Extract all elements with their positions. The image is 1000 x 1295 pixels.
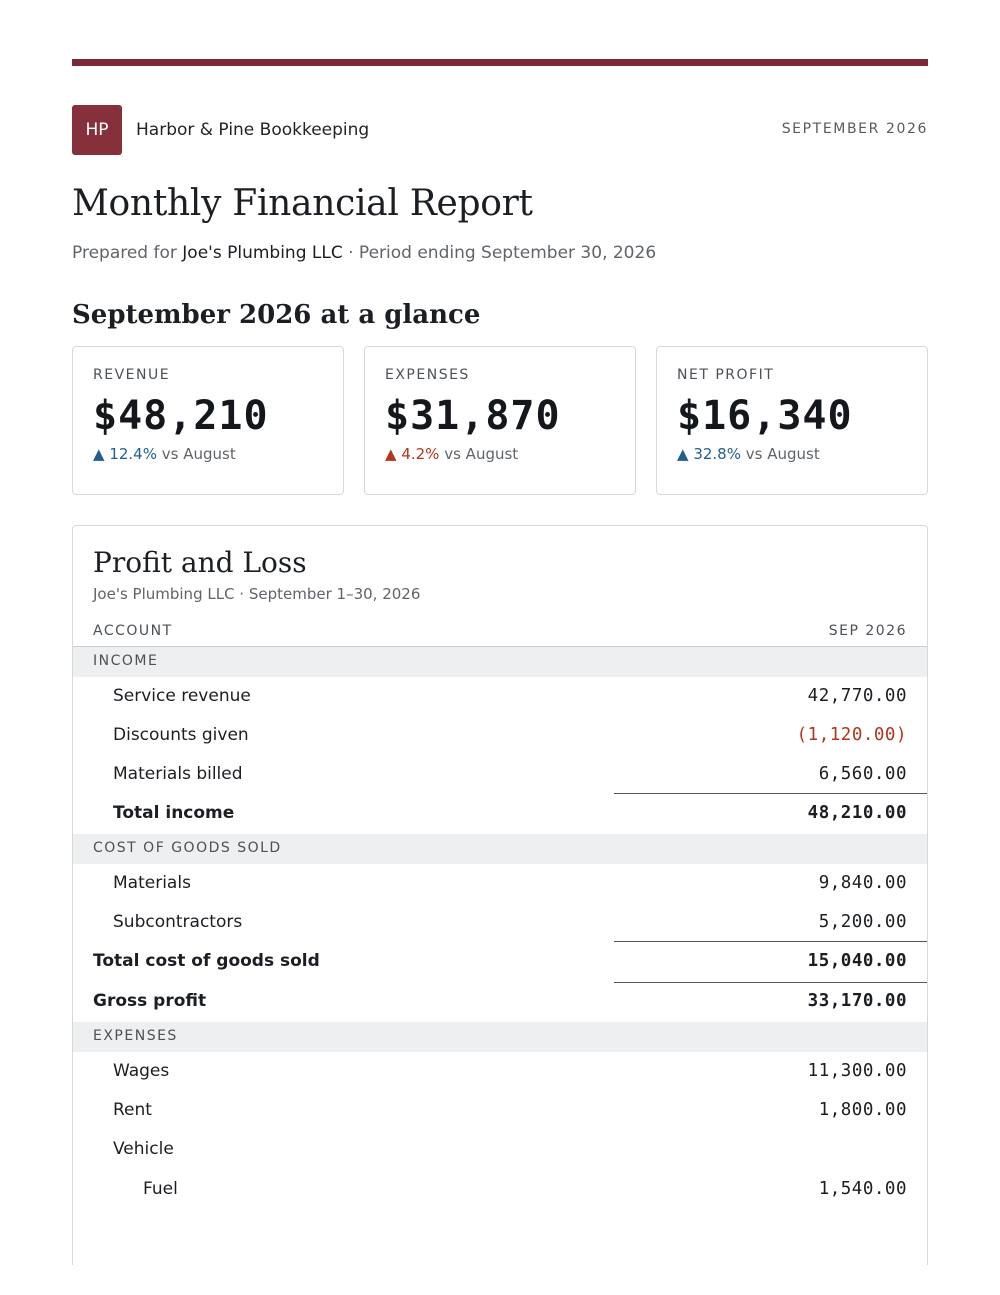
brand-header: HP Harbor & Pine Bookkeeping bbox=[72, 105, 369, 155]
account-label: Service revenue bbox=[113, 686, 251, 706]
gross-profit-label: Gross profit bbox=[93, 991, 207, 1011]
kpi-change-percent: 12.4% bbox=[109, 445, 157, 463]
table-row: Discounts given (1,120.00) bbox=[73, 716, 927, 755]
table-row: Subcontractors 5,200.00 bbox=[73, 903, 927, 942]
firm-logo: HP bbox=[72, 105, 122, 155]
account-label: Discounts given bbox=[113, 725, 249, 745]
section-label: INCOME bbox=[93, 653, 159, 669]
account-amount: 5,200.00 bbox=[818, 912, 907, 932]
account-label: Fuel bbox=[143, 1179, 178, 1199]
pl-title: Profit and Loss bbox=[93, 546, 307, 579]
pl-subtitle: Joe's Plumbing LLC · September 1–30, 202… bbox=[93, 585, 421, 603]
kpi-value: $48,210 bbox=[93, 393, 269, 439]
profit-and-loss-panel: Profit and Loss Joe's Plumbing LLC · Sep… bbox=[72, 525, 928, 1265]
section-row-cogs: COST OF GOODS SOLD bbox=[73, 834, 927, 864]
kpi-change-percent: 32.8% bbox=[693, 445, 741, 463]
subtotal-rule bbox=[614, 982, 927, 983]
kpi-change: ▲ 12.4% vs August bbox=[93, 445, 323, 463]
triangle-up-icon: ▲ bbox=[385, 445, 397, 463]
account-amount: 6,560.00 bbox=[818, 764, 907, 784]
account-amount: 9,840.00 bbox=[818, 873, 907, 893]
kpi-card-revenue: REVENUE $48,210 ▲ 12.4% vs August bbox=[72, 346, 344, 495]
kpi-card-expenses: EXPENSES $31,870 ▲ 4.2% vs August bbox=[364, 346, 636, 495]
account-amount: 1,800.00 bbox=[818, 1100, 907, 1120]
section-label: EXPENSES bbox=[93, 1028, 178, 1044]
kpi-change-percent: 4.2% bbox=[401, 445, 440, 463]
table-row: Materials 9,840.00 bbox=[73, 864, 927, 903]
kpi-label: NET PROFIT bbox=[677, 367, 775, 383]
kpi-change: ▲ 32.8% vs August bbox=[677, 445, 907, 463]
account-amount: (1,120.00) bbox=[796, 725, 907, 745]
kpi-cards: REVENUE $48,210 ▲ 12.4% vs August EXPENS… bbox=[72, 346, 928, 495]
subtitle-suffix: · Period ending September 30, 2026 bbox=[348, 243, 657, 263]
table-row: Rent 1,800.00 bbox=[73, 1091, 927, 1130]
gross-profit-row: Gross profit 33,170.00 bbox=[73, 982, 927, 1022]
top-accent-rule bbox=[72, 59, 928, 66]
kpi-compare: vs August bbox=[161, 445, 236, 463]
triangle-up-icon: ▲ bbox=[93, 445, 105, 463]
section-row-income: INCOME bbox=[73, 647, 927, 677]
total-label: Total income bbox=[113, 803, 235, 823]
total-amount: 48,210.00 bbox=[807, 803, 907, 823]
section-row-expenses: EXPENSES bbox=[73, 1022, 927, 1052]
pl-table-body: INCOME Service revenue 42,770.00 Discoun… bbox=[73, 647, 927, 1210]
page-title: Monthly Financial Report bbox=[72, 183, 533, 224]
client-name: Joe's Plumbing LLC bbox=[182, 243, 343, 263]
account-amount: 42,770.00 bbox=[807, 686, 907, 706]
total-amount: 15,040.00 bbox=[807, 951, 907, 971]
gross-profit-amount: 33,170.00 bbox=[807, 991, 907, 1011]
section-label: COST OF GOODS SOLD bbox=[93, 840, 282, 856]
table-row: Materials billed 6,560.00 bbox=[73, 755, 927, 794]
total-label: Total cost of goods sold bbox=[93, 951, 320, 971]
subtotal-rule bbox=[614, 793, 927, 794]
triangle-up-icon: ▲ bbox=[677, 445, 689, 463]
kpi-value: $31,870 bbox=[385, 393, 561, 439]
kpi-label: REVENUE bbox=[93, 367, 171, 383]
table-row: Service revenue 42,770.00 bbox=[73, 677, 927, 716]
kpi-card-net-profit: NET PROFIT $16,340 ▲ 32.8% vs August bbox=[656, 346, 928, 495]
firm-name: Harbor & Pine Bookkeeping bbox=[136, 120, 370, 140]
account-label: Rent bbox=[113, 1100, 152, 1120]
glance-heading: September 2026 at a glance bbox=[72, 300, 481, 330]
account-amount: 11,300.00 bbox=[807, 1061, 907, 1081]
kpi-change: ▲ 4.2% vs August bbox=[385, 445, 615, 463]
account-label: Subcontractors bbox=[113, 912, 243, 932]
account-label: Wages bbox=[113, 1061, 170, 1081]
kpi-compare: vs August bbox=[745, 445, 820, 463]
kpi-value: $16,340 bbox=[677, 393, 853, 439]
account-label: Materials bbox=[113, 873, 191, 893]
total-row-income: Total income 48,210.00 bbox=[73, 793, 927, 834]
account-label: Materials billed bbox=[113, 764, 243, 784]
pl-table-header: ACCOUNT SEP 2026 bbox=[73, 616, 927, 647]
column-header-account: ACCOUNT bbox=[93, 623, 173, 639]
column-header-period: SEP 2026 bbox=[828, 623, 907, 639]
kpi-compare: vs August bbox=[444, 445, 519, 463]
kpi-label: EXPENSES bbox=[385, 367, 470, 383]
table-row: Fuel 1,540.00 bbox=[73, 1169, 927, 1210]
table-row: Vehicle bbox=[73, 1130, 927, 1169]
table-row: Wages 11,300.00 bbox=[73, 1052, 927, 1091]
total-row-cogs: Total cost of goods sold 15,040.00 bbox=[73, 941, 927, 982]
subtitle-prefix: Prepared for bbox=[72, 243, 177, 263]
account-amount: 1,540.00 bbox=[818, 1179, 907, 1199]
account-label: Vehicle bbox=[113, 1139, 174, 1159]
report-period: SEPTEMBER 2026 bbox=[781, 121, 928, 137]
report-subtitle: Prepared for Joe's Plumbing LLC · Period… bbox=[72, 243, 656, 263]
subtotal-rule bbox=[614, 941, 927, 942]
